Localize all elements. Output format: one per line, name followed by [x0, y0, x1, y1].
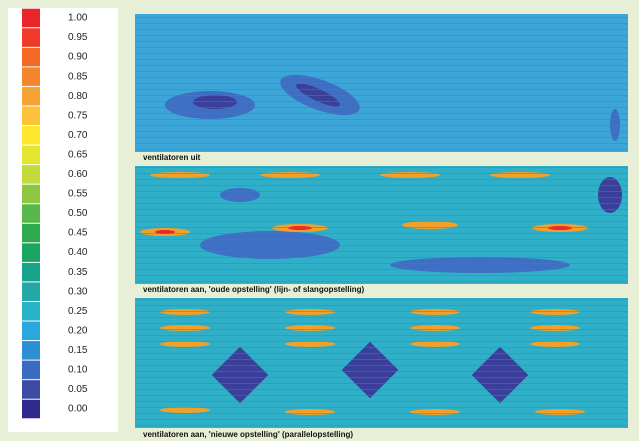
legend-swatch: [22, 28, 40, 47]
legend-swatch: [22, 322, 40, 341]
legend-swatch: [22, 341, 40, 360]
legend-label: 0.50: [68, 208, 88, 219]
legend-swatch: [22, 185, 40, 204]
panel: [135, 166, 628, 284]
legend-swatch: [22, 243, 40, 262]
panel-caption: ventilatoren aan, 'oude opstelling' (lij…: [143, 285, 364, 294]
legend-label: 0.55: [68, 189, 88, 200]
legend-label: 0.00: [68, 404, 88, 415]
legend-swatch: [22, 146, 40, 165]
legend-swatch: [22, 87, 40, 106]
legend-swatch: [22, 165, 40, 184]
legend-label: 0.30: [68, 286, 88, 297]
legend-label: 0.05: [68, 384, 88, 395]
legend-label: 0.15: [68, 345, 88, 356]
legend-label: 0.60: [68, 169, 88, 180]
legend-swatch: [22, 282, 40, 301]
legend-swatch: [22, 48, 40, 67]
legend-swatch: [22, 263, 40, 282]
legend-label: 0.45: [68, 228, 88, 239]
legend-label: 0.75: [68, 110, 88, 121]
legend-swatch: [22, 380, 40, 399]
legend-swatch: [22, 106, 40, 125]
panel: [135, 298, 628, 428]
legend-label: 0.80: [68, 91, 88, 102]
legend-swatch: [22, 361, 40, 380]
legend-label: 0.35: [68, 267, 88, 278]
legend-swatch: [22, 204, 40, 223]
legend-label: 1.00: [68, 13, 88, 24]
legend-label: 0.85: [68, 71, 88, 82]
legend-swatch: [22, 302, 40, 321]
figure: 1.00 0.95 0.90 0.85 0.80 0.75 0.70 0.65 0.60 0.55…: [0, 0, 639, 441]
legend-label: 0.65: [68, 149, 88, 160]
panel: [135, 14, 628, 152]
legend-swatch: [22, 224, 40, 243]
legend-label: 0.95: [68, 32, 88, 43]
panel-caption: ventilatoren uit: [143, 153, 201, 162]
legend-label: 0.40: [68, 247, 88, 258]
legend-swatch: [22, 400, 40, 419]
legend-label: 0.90: [68, 52, 88, 63]
legend-label: 0.70: [68, 130, 88, 141]
legend-label: 0.10: [68, 365, 88, 376]
legend-label: 0.25: [68, 306, 88, 317]
panel-caption: ventilatoren aan, 'nieuwe opstelling' (p…: [143, 430, 353, 439]
legend-swatch: [22, 126, 40, 145]
legend-swatch: [22, 9, 40, 28]
legend-swatch: [22, 67, 40, 86]
legend-label: 0.20: [68, 325, 88, 336]
